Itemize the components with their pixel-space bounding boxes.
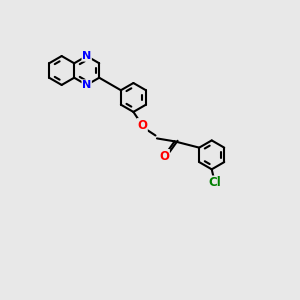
Text: N: N [82,51,91,61]
Text: Cl: Cl [208,176,221,189]
Text: O: O [137,119,147,132]
Text: N: N [82,80,91,90]
Text: O: O [159,150,169,163]
